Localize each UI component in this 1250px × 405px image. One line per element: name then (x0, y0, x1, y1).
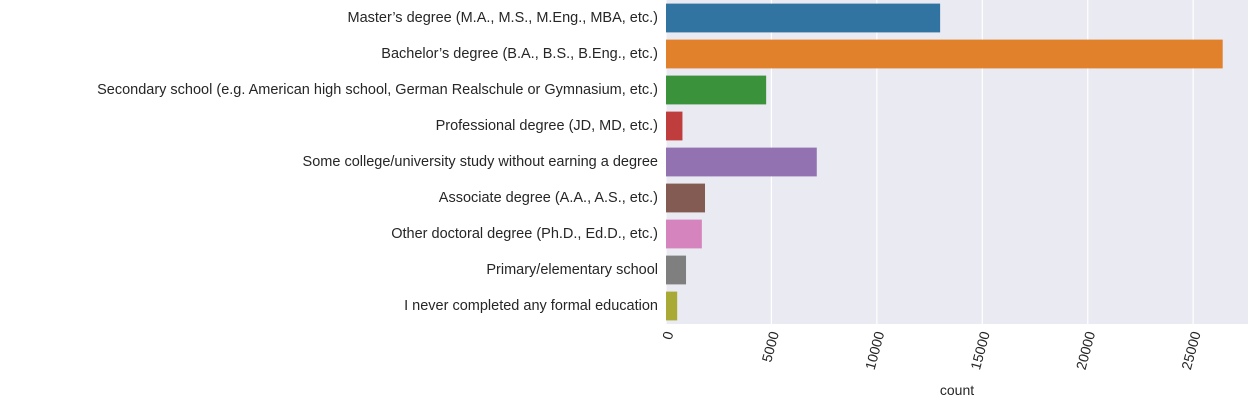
bar (666, 255, 687, 285)
bar (666, 3, 941, 33)
category-label: Primary/elementary school (486, 262, 658, 278)
bar (666, 39, 1223, 69)
category-label: Other doctoral degree (Ph.D., Ed.D., etc… (391, 226, 658, 242)
bar (666, 219, 702, 249)
bar (666, 147, 817, 177)
x-tick-label: 15000 (967, 329, 993, 371)
bars (666, 3, 1223, 321)
x-tick-label: 20000 (1073, 329, 1099, 371)
category-label: Professional degree (JD, MD, etc.) (436, 118, 658, 134)
x-tick-labels: 0 5000 10000 15000 20000 25000 (659, 329, 1204, 371)
x-axis-title: count (940, 382, 974, 398)
bar (666, 111, 683, 141)
x-tick-label: 25000 (1178, 329, 1204, 371)
category-label: Secondary school (e.g. American high sch… (97, 82, 658, 98)
category-label: Master’s degree (M.A., M.S., M.Eng., MBA… (348, 10, 659, 26)
x-tick-label: 10000 (862, 329, 888, 371)
category-label: Bachelor’s degree (B.A., B.S., B.Eng., e… (381, 46, 658, 62)
category-label: Associate degree (A.A., A.S., etc.) (439, 190, 658, 206)
x-tick-label: 5000 (758, 329, 782, 363)
bar (666, 75, 767, 105)
category-label: I never completed any formal education (404, 298, 658, 314)
bar (666, 291, 678, 321)
bar (666, 183, 706, 213)
category-label: Some college/university study without ea… (303, 154, 658, 170)
x-tick-label: 0 (659, 329, 677, 341)
category-labels: Master’s degree (M.A., M.S., M.Eng., MBA… (97, 10, 658, 314)
